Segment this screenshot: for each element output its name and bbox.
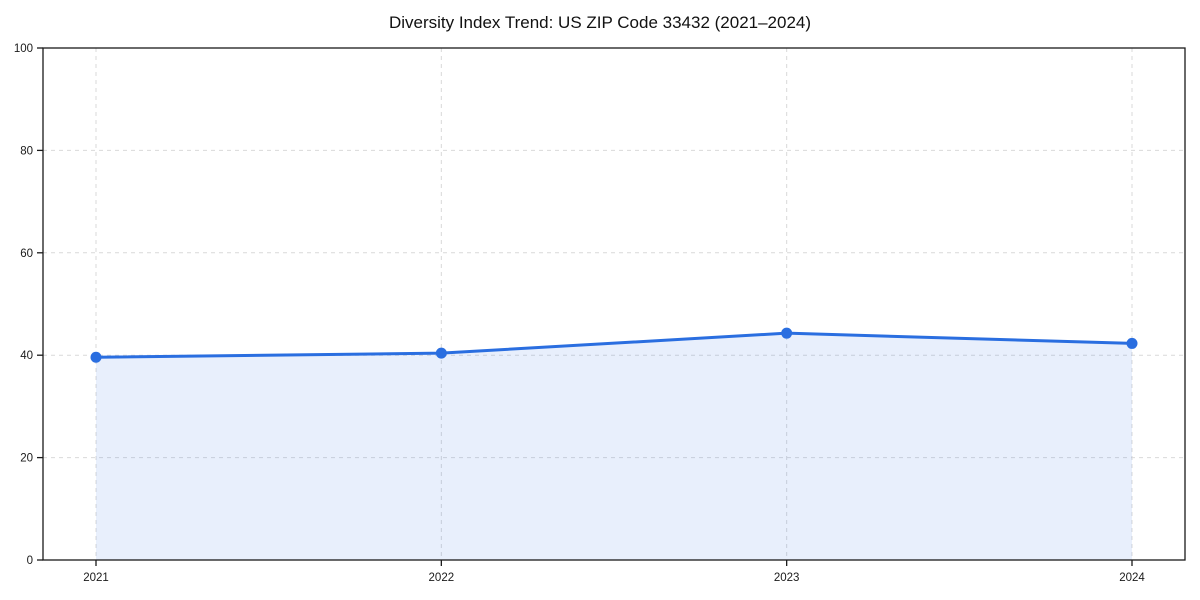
x-tick-label: 2024 <box>1119 572 1145 584</box>
x-tick-label: 2023 <box>774 572 800 584</box>
x-tick-label: 2022 <box>429 572 455 584</box>
y-tick-label: 80 <box>20 145 33 157</box>
y-tick-label: 40 <box>20 350 33 362</box>
plot-frame <box>42 47 1186 561</box>
data-point-marker <box>781 327 793 339</box>
area-fill <box>96 333 1132 560</box>
y-tick-label: 0 <box>27 555 33 567</box>
y-tick-label: 60 <box>20 248 33 260</box>
data-point-marker <box>1126 337 1138 349</box>
y-tick-label: 100 <box>14 43 33 55</box>
trend-line <box>94 331 1134 359</box>
chart-title: Diversity Index Trend: US ZIP Code 33432… <box>388 13 812 32</box>
x-tick-label: 2021 <box>83 572 109 584</box>
data-point-marker <box>435 347 447 359</box>
data-point-marker <box>90 351 102 363</box>
y-tick-label: 20 <box>20 453 33 465</box>
